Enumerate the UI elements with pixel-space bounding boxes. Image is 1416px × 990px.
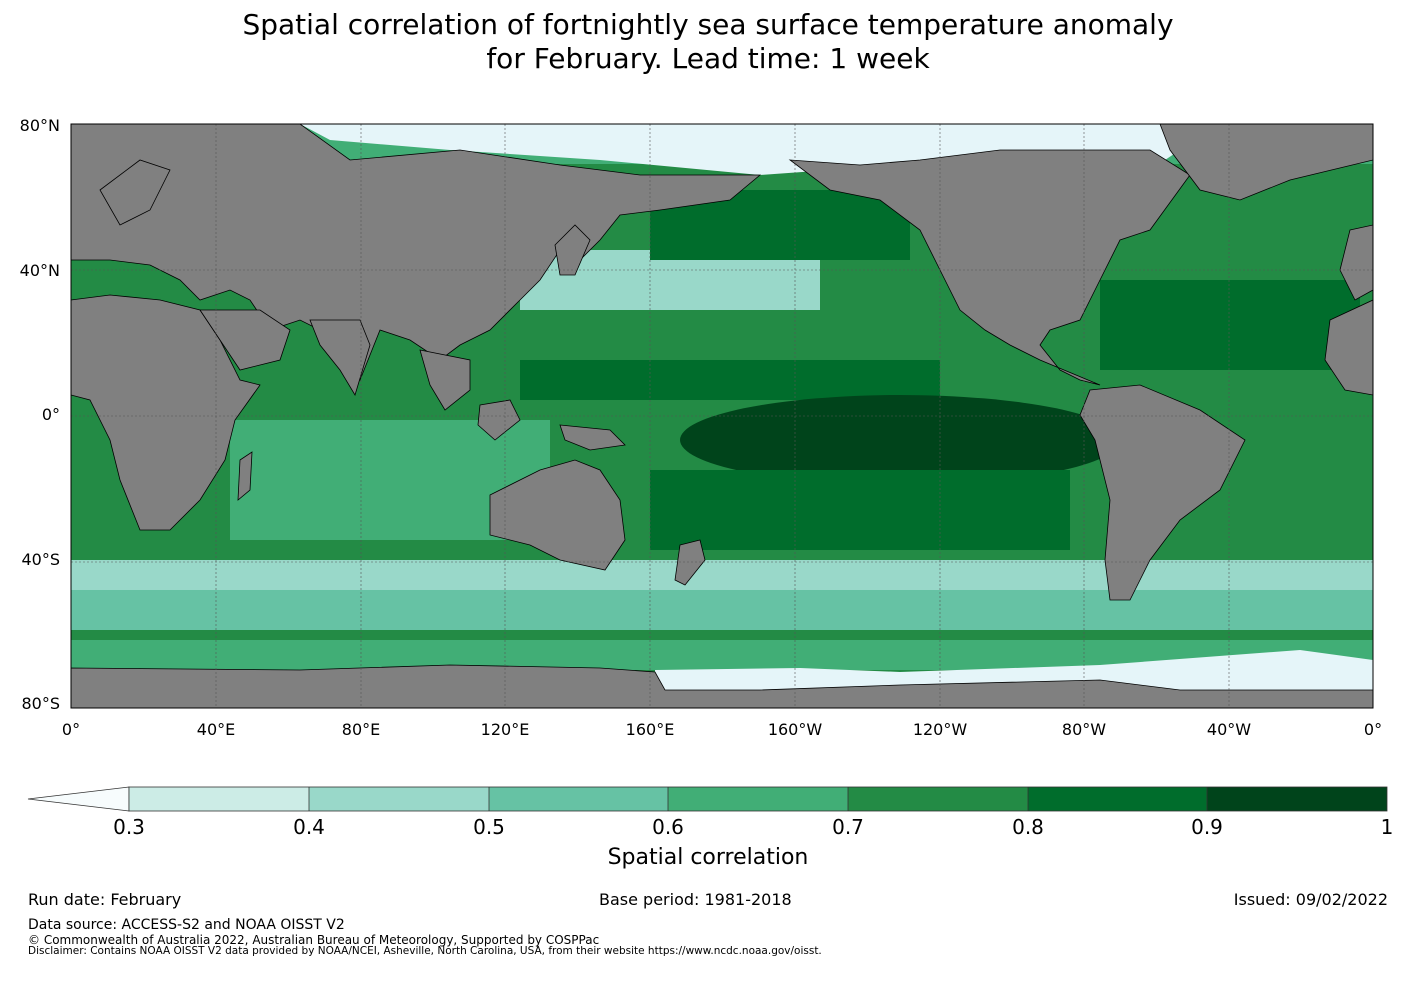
- arabia-land: [199, 309, 291, 371]
- lon-label-160e: 160°E: [625, 720, 675, 739]
- colorbar: [27, 786, 1388, 812]
- antarctica-land: [71, 664, 1373, 708]
- lon-label-40w: 40°W: [1206, 720, 1252, 739]
- eurasia-land: [71, 124, 762, 381]
- colorbar-tick-0.6: 0.6: [652, 815, 684, 839]
- lon-label-80w: 80°W: [1061, 720, 1107, 739]
- lon-label-0-east: 0°: [1363, 720, 1383, 739]
- colorbar-tick-0.5: 0.5: [473, 815, 505, 839]
- equatorial-high: [680, 395, 1120, 485]
- australia-land: [489, 459, 626, 571]
- lon-label-120w: 120°W: [912, 720, 968, 739]
- lat-label-40s: 40°S: [21, 550, 60, 569]
- lon-label-0: 0°: [61, 720, 81, 739]
- data-source: Data source: ACCESS-S2 and NOAA OISST V2: [28, 917, 345, 933]
- correlation-map: [70, 123, 1374, 709]
- issued-date: Issued: 09/02/2022: [1233, 890, 1388, 909]
- south-america-land: [1079, 384, 1246, 601]
- colorbar-bin-0.5: [489, 787, 668, 811]
- lon-label-160w: 160°W: [767, 720, 823, 739]
- colorbar-frame: [128, 786, 1388, 812]
- lon-label-40e: 40°E: [196, 720, 236, 739]
- lat-label-80n: 80°N: [19, 116, 60, 135]
- lon-label-80e: 80°E: [341, 720, 381, 739]
- india-land: [309, 319, 371, 396]
- lat-label-0: 0°: [41, 405, 60, 424]
- africa-west-land: [1324, 299, 1373, 396]
- colorbar-bin-0.8: [1028, 787, 1207, 811]
- new-guinea-land: [559, 424, 626, 451]
- scandinavia-land: [99, 159, 171, 226]
- southern-ocean-mid: [71, 590, 1373, 630]
- title-line-1: Spatial correlation of fortnightly sea s…: [242, 8, 1174, 41]
- new-zealand-land: [674, 539, 706, 586]
- colorbar-extend-arrow: [27, 786, 130, 812]
- lat-label-40n: 40°N: [19, 261, 60, 280]
- colorbar-tick-0.9: 0.9: [1191, 815, 1223, 839]
- lon-label-120e: 120°E: [480, 720, 530, 739]
- africa-land: [71, 294, 261, 531]
- chart-title: Spatial correlation of fortnightly sea s…: [0, 8, 1416, 76]
- colorbar-label: Spatial correlation: [607, 845, 809, 870]
- southern-ocean-low: [71, 560, 1373, 590]
- graticule: [71, 124, 1373, 708]
- colorbar-tick-0.3: 0.3: [113, 815, 145, 839]
- colorbar-tick-0.4: 0.4: [293, 815, 325, 839]
- madagascar-land: [237, 451, 253, 501]
- southeast-asia-land: [419, 349, 471, 411]
- colorbar-bin-0.3: [129, 787, 309, 811]
- copyright-notice: © Commonwealth of Australia 2022, Austra…: [28, 933, 600, 947]
- map-frame: [70, 123, 1374, 709]
- colorbar-bin-0.9: [1207, 787, 1387, 811]
- europe-west-land: [1339, 224, 1373, 301]
- colorbar-tick-0.8: 0.8: [1012, 815, 1044, 839]
- colorbar-tick-1: 1: [1380, 815, 1394, 839]
- greenland-land: [1159, 124, 1373, 201]
- lat-label-80s: 80°S: [21, 694, 60, 713]
- north-atlantic-high: [1100, 280, 1360, 370]
- colorbar-bin-0.4: [309, 787, 489, 811]
- tropical-band: [520, 360, 940, 400]
- south-pacific-high: [650, 470, 1070, 550]
- run-date: Run date: February: [28, 890, 182, 909]
- title-line-2: for February. Lead time: 1 week: [486, 42, 930, 75]
- colorbar-bin-0.6: [668, 787, 848, 811]
- disclaimer: Disclaimer: Contains NOAA OISST V2 data …: [28, 945, 822, 957]
- colorbar-tick-0.7: 0.7: [832, 815, 864, 839]
- north-america-land: [788, 149, 1191, 386]
- base-period: Base period: 1981-2018: [599, 890, 792, 909]
- colorbar-bin-0.7: [848, 787, 1028, 811]
